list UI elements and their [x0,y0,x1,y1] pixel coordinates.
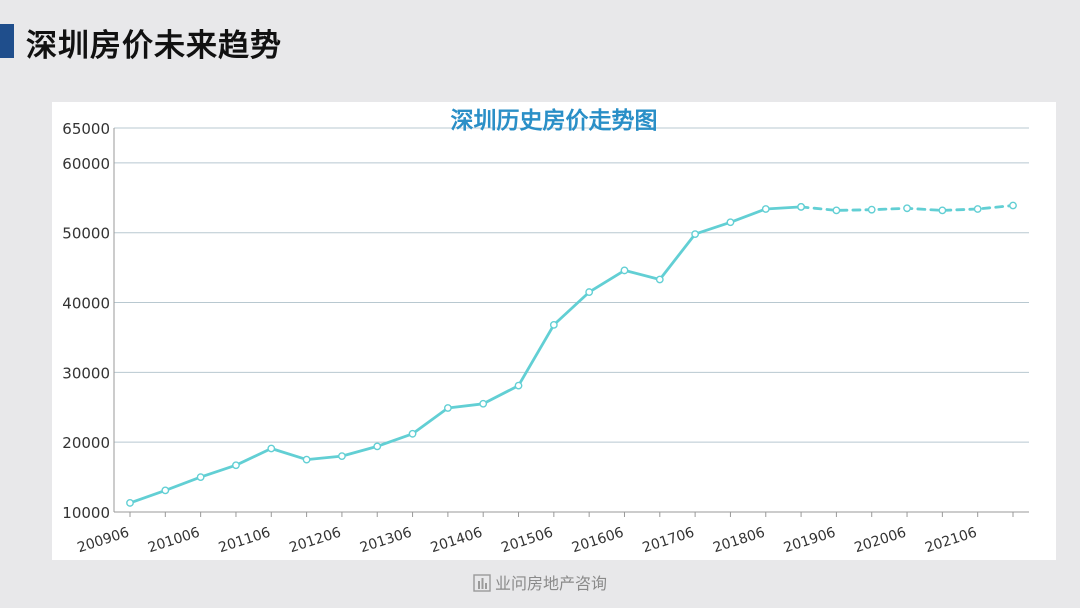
data-point [196,473,205,481]
y-tick-label: 10000 [62,504,110,522]
data-point [408,429,417,438]
page-title: 深圳房价未来趋势 [26,28,282,64]
x-tick-label: 201806 [711,525,767,557]
data-point [726,218,735,227]
data-point [161,486,170,495]
x-tick-label: 201506 [499,525,555,557]
y-tick-label: 40000 [62,295,110,313]
y-tick-label: 20000 [62,434,110,452]
line-chart: 10000 20000 30000 40000 50000 60000 65000 20090… [62,107,1029,557]
chart-panel: 10000 20000 30000 40000 50000 60000 65000 20090… [52,102,1056,560]
footer: 业问房地产咨询 [0,570,1080,594]
x-tick-label: 201006 [146,525,202,557]
data-point [267,444,276,453]
x-tick-label: 201706 [641,525,697,557]
y-tick-label: 60000 [62,155,110,173]
title-accent-bar [0,24,14,58]
data-point [126,499,134,507]
y-tick-label: 65000 [62,120,110,138]
data-point [585,288,594,296]
x-tick-label: 202006 [852,525,908,557]
data-point [691,230,700,239]
footer-brand: 业问房地产咨询 [494,574,607,593]
data-point [1009,201,1017,210]
data-point [373,442,382,451]
data-point [832,206,841,215]
data-point [973,205,982,213]
data-point [338,452,346,461]
x-tick-label: 201306 [358,525,414,557]
data-point [549,320,558,329]
data-point [302,455,311,464]
x-tick-label: 200906 [75,525,131,557]
x-tick-label: 202106 [923,525,979,557]
data-point [903,204,911,213]
data-point [797,202,805,211]
y-tick-label: 50000 [62,225,110,243]
data-point [443,404,452,412]
data-point [938,206,947,215]
data-point [479,399,488,408]
x-tick-label: 201206 [287,525,343,557]
x-tick-label: 201406 [429,525,485,557]
data-point [514,381,523,390]
history-series-line [128,205,803,505]
data-point [761,205,770,213]
building-icon [473,574,491,592]
data-point [655,275,664,284]
data-point [867,205,876,214]
x-tick-label: 201906 [782,525,838,557]
chart-title: 深圳历史房价走势图 [451,107,658,134]
y-tick-label: 30000 [62,364,110,382]
data-point [620,266,629,275]
x-tick-label: 201606 [570,525,626,557]
x-tick-label: 201106 [217,525,273,557]
data-point [232,461,240,470]
